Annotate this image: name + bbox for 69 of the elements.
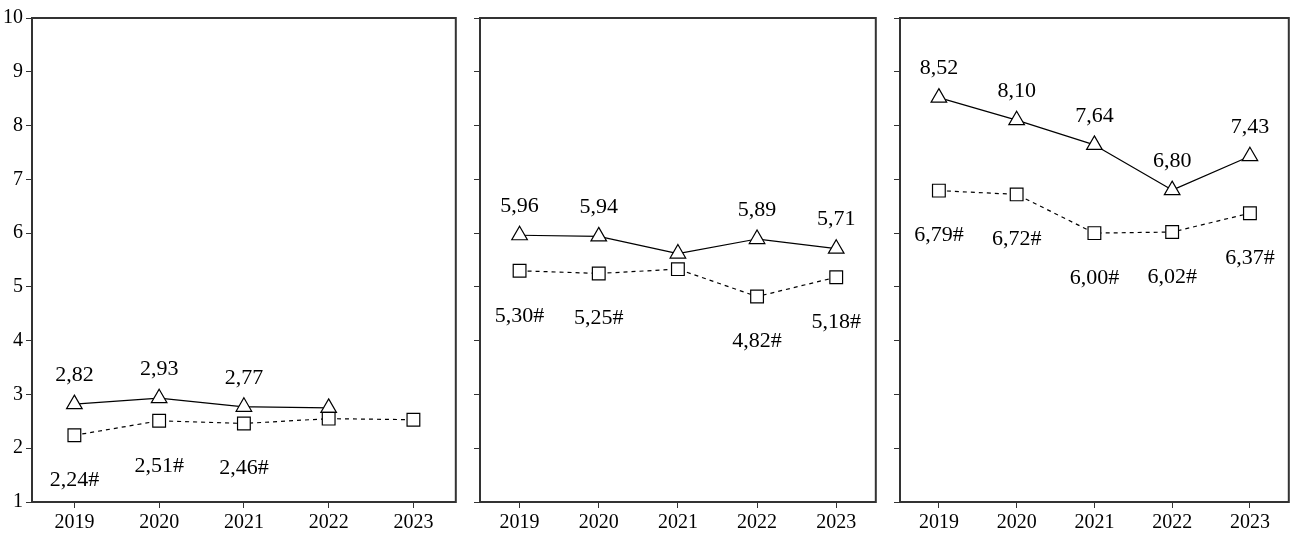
data-label: 6,80: [1152, 146, 1192, 172]
point: [931, 183, 946, 198]
point: [512, 263, 527, 278]
data-label: 2,93: [139, 354, 179, 380]
y-tick-label: 8: [13, 112, 23, 135]
point: [1165, 225, 1180, 239]
x-tick-label: 2023: [816, 510, 857, 533]
data-label: 5,71: [816, 205, 856, 231]
point: [1009, 187, 1024, 202]
point: [1008, 110, 1026, 126]
x-tick-label: 2019: [54, 510, 95, 533]
y-tick-label: 7: [13, 166, 23, 189]
point: [591, 266, 606, 281]
data-label: 2,51#: [134, 451, 184, 477]
point: [669, 243, 687, 259]
data-label: 5,96: [500, 192, 539, 218]
point: [670, 262, 685, 277]
x-tick-label: 2021: [1074, 510, 1115, 533]
x-tick-label: 2023: [393, 510, 434, 533]
data-label: 6,00#: [1069, 263, 1120, 289]
x-tick-label: 2019: [499, 510, 540, 533]
y-tick-label: 5: [13, 274, 23, 297]
point: [1087, 226, 1102, 241]
point: [590, 226, 608, 242]
data-label: 5,18#: [811, 307, 861, 333]
x-tick-label: 2019: [918, 510, 959, 533]
x-tick-label: 2022: [1152, 510, 1193, 533]
point: [1242, 206, 1257, 221]
data-label: 6,37#: [1225, 243, 1275, 269]
y-tick-label: 2: [13, 435, 23, 458]
y-tick-label: 6: [13, 220, 23, 243]
point: [827, 239, 845, 254]
point: [1241, 146, 1259, 162]
point: [829, 270, 844, 285]
data-label: 2,82: [55, 360, 94, 386]
data-label: 2,77: [224, 363, 264, 389]
data-label: 8,10: [997, 76, 1036, 102]
x-tick-label: 2020: [578, 510, 619, 533]
point: [511, 225, 528, 241]
x-tick-label: 2021: [223, 510, 264, 533]
x-tick-label: 2021: [657, 510, 698, 533]
point: [1163, 180, 1181, 196]
point: [750, 289, 765, 304]
data-label: 5,89: [737, 195, 777, 221]
x-tick-label: 2022: [308, 510, 349, 533]
y-tick-label: 10: [3, 5, 23, 28]
data-label: 5,30#: [494, 301, 545, 327]
x-tick-label: 2023: [1229, 510, 1270, 533]
data-label: 7,43: [1230, 112, 1270, 138]
y-tick-label: 4: [13, 327, 23, 350]
data-label: 6,79#: [914, 221, 964, 247]
data-label: 5,94: [579, 193, 618, 219]
data-label: 2,46#: [219, 454, 269, 480]
y-tick-label: 9: [13, 59, 23, 82]
point: [1086, 135, 1103, 151]
data-label: 8,52: [919, 54, 959, 80]
x-tick-label: 2020: [139, 510, 180, 533]
data-label: 6,72#: [991, 225, 1042, 251]
y-tick-label: 1: [13, 489, 23, 512]
point: [748, 229, 766, 245]
y-tick-label: 3: [13, 381, 23, 404]
data-label: 5,25#: [573, 304, 624, 330]
data-label: 4,82#: [732, 327, 782, 353]
x-tick-label: 2020: [996, 510, 1037, 533]
data-label: 6,02#: [1147, 262, 1197, 288]
data-label: 7,64: [1075, 101, 1114, 127]
data-label: 2,24#: [49, 466, 100, 492]
x-tick-label: 2022: [737, 510, 778, 533]
point: [930, 87, 948, 103]
